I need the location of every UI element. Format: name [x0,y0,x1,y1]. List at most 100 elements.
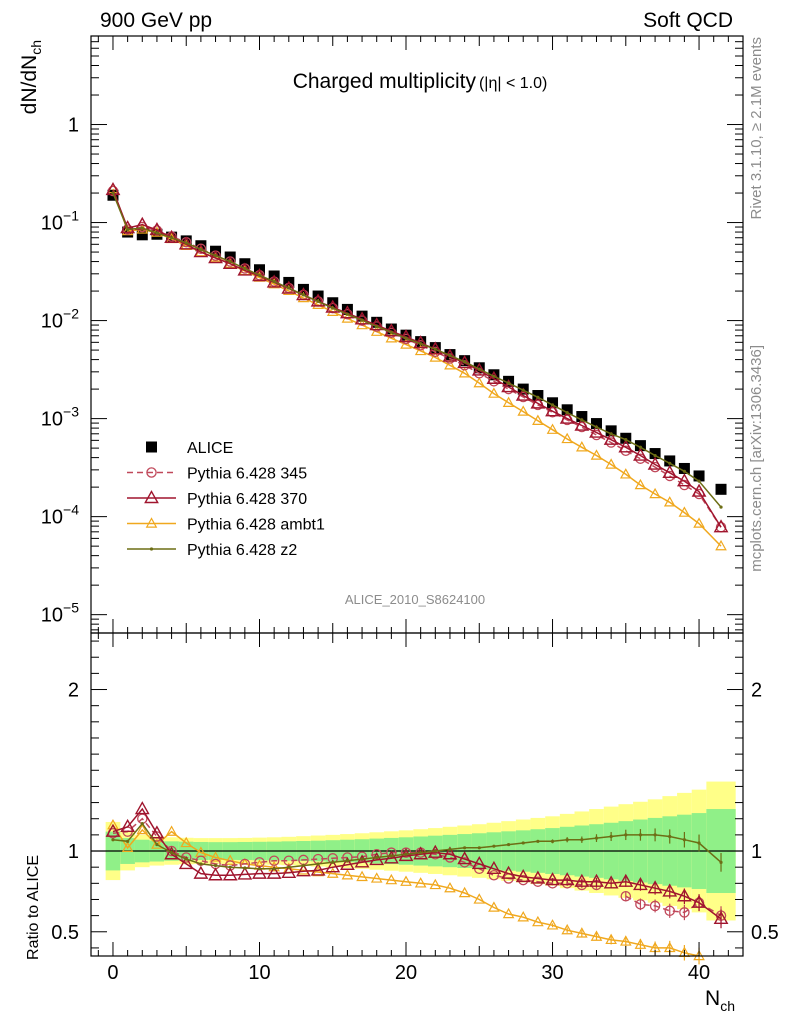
point-p370 [252,268,267,282]
point-ambt1 [532,414,544,425]
main-y-tick-label: 1 [68,115,79,137]
ratio-point-z2 [521,841,525,845]
ratio-point-z2 [199,862,203,866]
ratio-point-z2 [594,836,599,840]
ratio-line-ambt1 [112,824,700,957]
ratio-point-p370 [486,860,502,874]
point-p370 [457,354,473,369]
ratio-point-p370 [105,823,121,837]
main-panel: 1 10−1 10−2 10−3 10−4 10−5 Charged multiplici… [18,35,744,634]
point-z2 [653,453,657,458]
point-p370 [471,362,487,376]
point-p370 [618,439,634,453]
ratio-point-ambt1 [385,873,398,885]
point-p370 [530,395,546,409]
point-ambt1 [502,396,515,407]
ratio-ylabel: Ratio to ALICE [25,855,42,960]
ratio-point-p370 [310,862,326,876]
ratio-point-p370 [713,910,729,925]
point-p370 [266,274,282,288]
ratio-point-z2 [463,846,467,850]
legend-marker [149,547,154,551]
point-p370 [369,317,385,331]
point-p370 [559,410,575,424]
point-ambt1 [561,432,574,444]
point-z2 [257,273,262,277]
point-z2 [345,312,350,316]
point-alice [415,336,427,348]
ratio-point-ambt1 [370,872,383,883]
ratio-point-z2 [433,849,437,853]
ratio-line-p345 [112,817,597,886]
ratio-point-p370 [178,856,194,870]
ratio-point-z2 [624,833,628,837]
legend-marker [144,490,159,504]
ratio-point-ambt1 [429,878,442,890]
ratio-point-p345 [679,907,690,918]
main-y-tick-label: 10−2 [41,306,79,333]
ratio-point-p370 [633,877,648,891]
legend-label: Pythia 6.428 ambt1 [187,517,325,534]
point-ambt1 [576,441,588,452]
point-ambt1 [400,338,412,349]
point-z2 [624,438,628,442]
analysis-id: ALICE_2010_S8624100 [345,592,485,607]
point-z2 [580,418,584,422]
x-tick-label: 10 [248,962,270,984]
ratio-point-ambt1 [400,875,412,886]
ratio-panel: 0 10 20 30 40 0.5 0.5 1 1 2 2 Ratio to ALICE Nch [25,632,779,1014]
ratio-point-ambt1 [693,949,705,961]
point-p370 [676,473,692,487]
main-title-cut: (|η| < 1.0) [479,75,547,92]
point-ambt1 [619,468,632,479]
ratio-point-z2 [609,834,613,839]
point-alice [678,462,690,474]
point-z2 [126,227,130,232]
ratio-point-p345 [532,876,544,887]
point-z2 [213,254,218,258]
point-ambt1 [546,423,559,434]
point-z2 [506,381,511,385]
ratio-point-ambt1 [121,841,134,852]
ratio-point-p345 [268,855,280,866]
ratio-point-ambt1 [546,919,559,930]
point-ambt1 [693,517,705,528]
point-ambt1 [429,351,442,362]
point-z2 [375,324,379,329]
point-ambt1 [715,539,727,551]
ratio-y-tick-label-right: 0.5 [751,922,779,944]
ratio-point-p345 [459,857,470,868]
point-z2 [419,342,423,346]
point-ambt1 [605,458,617,469]
x-tick-label: 30 [541,962,563,984]
ratio-point-z2 [419,851,423,855]
ratio-y-tick-label-right: 1 [751,841,762,863]
ratio-point-p345 [444,852,456,863]
ratio-y-tick-label-right: 2 [751,680,762,702]
point-ambt1 [297,291,310,303]
legend: ALICE Pythia 6.428 345 Pythia 6.428 370 Pyt… [127,440,325,559]
ratio-point-p370 [676,888,692,902]
x-tick-label: 0 [107,962,118,984]
point-z2 [404,336,408,340]
ratio-point-z2 [536,839,540,843]
point-ambt1 [312,298,324,309]
xlabel: Nch [705,987,735,1014]
ratio-point-p370 [559,872,575,886]
point-p370 [398,329,414,343]
ratio-point-ambt1 [502,907,515,919]
ratio-point-z2 [492,844,496,848]
ratio-point-ambt1 [341,869,354,880]
ratio-point-p370 [515,868,531,883]
main-y-tick-label: 10−3 [41,404,79,431]
point-alice [605,425,617,437]
header-left: 900 GeV pp [100,9,212,32]
point-z2 [550,403,555,407]
ratio-point-z2 [272,867,276,871]
ratio-point-p345 [635,899,646,910]
point-p370 [383,323,399,337]
point-p370 [574,417,590,431]
xlabel-sub: ch [720,998,735,1014]
point-z2 [492,374,496,378]
point-z2 [360,318,364,322]
